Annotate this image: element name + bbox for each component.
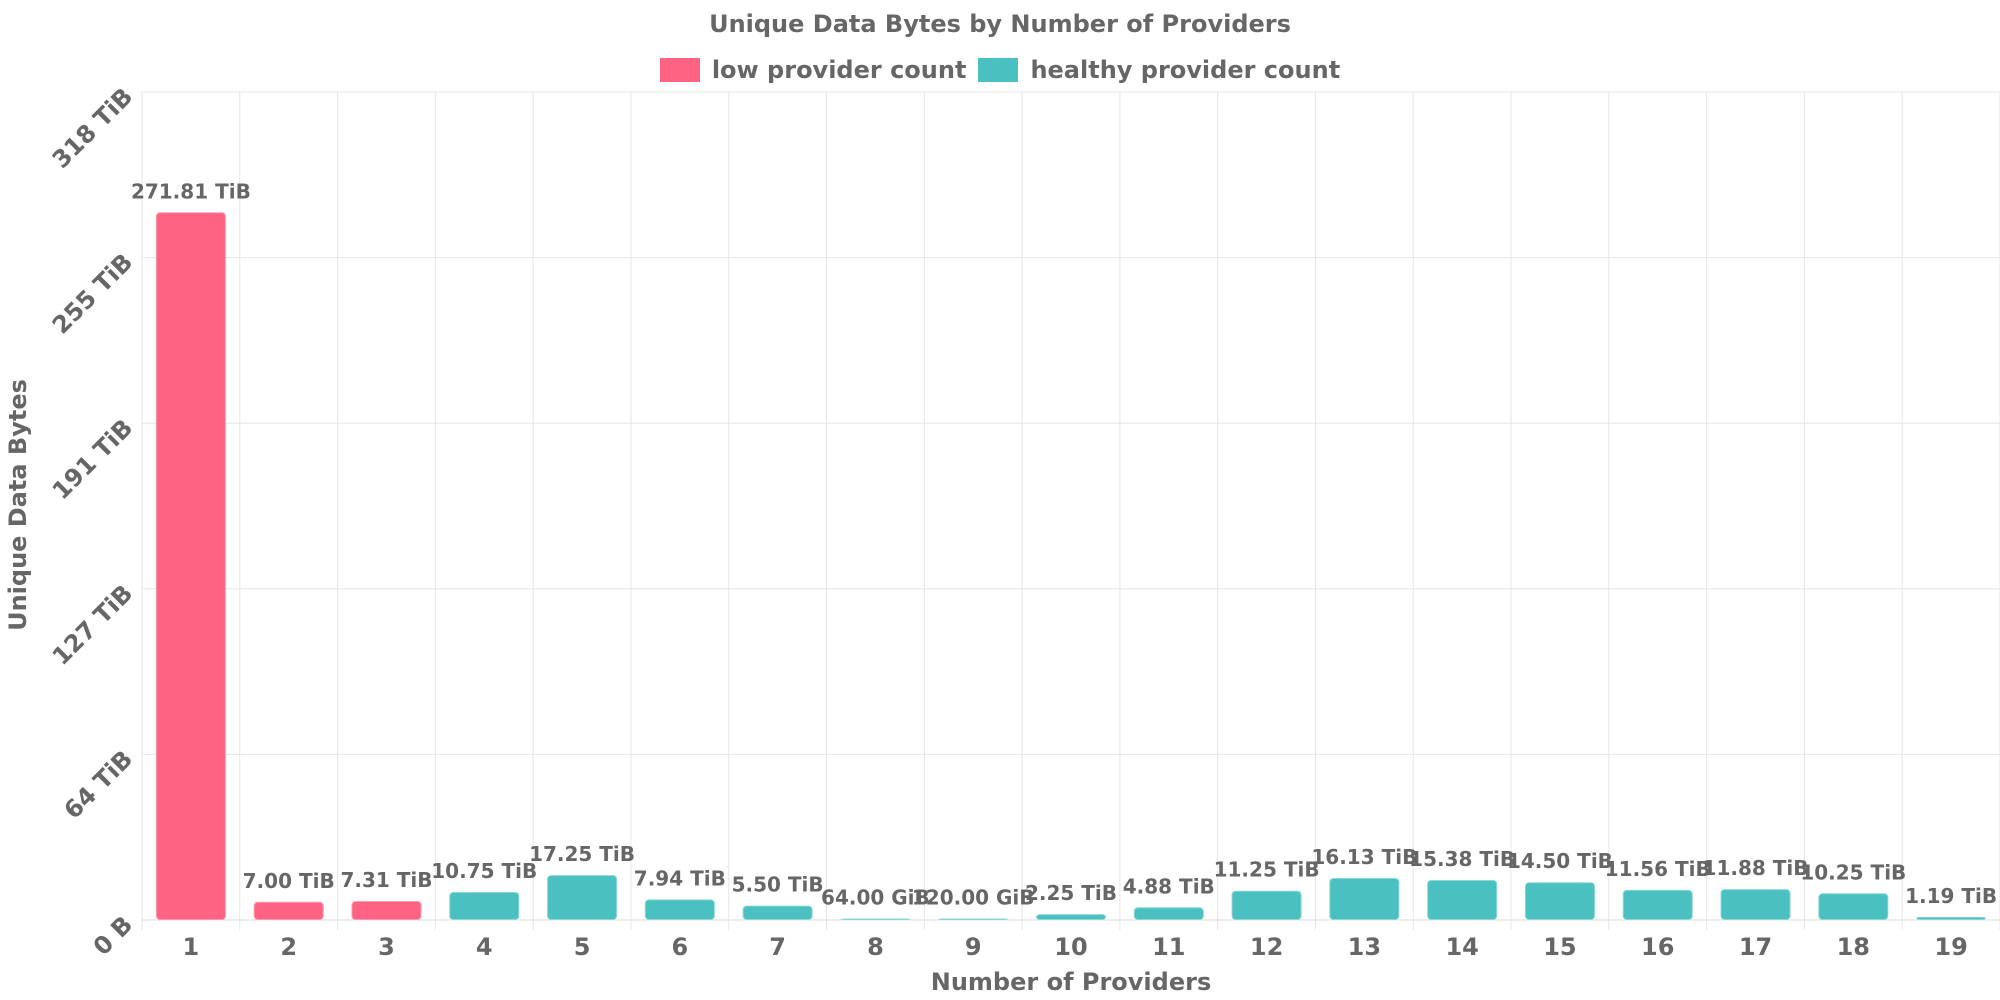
y-tick-label: 255 TiB	[47, 248, 138, 339]
x-tick-label-11: 11	[1152, 933, 1185, 961]
bar-2[interactable]	[252, 900, 325, 921]
x-tick-label-2: 2	[280, 933, 297, 961]
bar-16[interactable]	[1621, 888, 1694, 922]
bar-18[interactable]	[1817, 892, 1890, 922]
y-tick-label: 191 TiB	[47, 414, 138, 505]
data-label-16: 11.56 TiB	[1605, 857, 1711, 881]
bar-5[interactable]	[546, 874, 619, 921]
x-tick-label-8: 8	[867, 933, 884, 961]
data-label-10: 2.25 TiB	[1025, 881, 1117, 905]
y-tick-label: 127 TiB	[47, 579, 138, 670]
data-label-13: 16.13 TiB	[1311, 845, 1417, 869]
data-label-8: 64.00 GiB	[821, 886, 930, 910]
bar-14[interactable]	[1426, 878, 1499, 922]
x-tick-label-3: 3	[378, 933, 395, 961]
data-label-7: 5.50 TiB	[732, 873, 824, 897]
x-tick-label-18: 18	[1837, 933, 1870, 961]
legend-swatch-low	[659, 58, 700, 82]
data-label-14: 15.38 TiB	[1409, 847, 1515, 871]
x-tick-label-13: 13	[1348, 933, 1381, 961]
bar-11[interactable]	[1132, 906, 1205, 921]
data-label-9: 120.00 GiB	[912, 886, 1035, 910]
x-tick-label-14: 14	[1445, 933, 1478, 961]
bar-13[interactable]	[1328, 877, 1401, 922]
y-axis-ticks: 0 B 64 TiB 127 TiB 191 TiB 255 TiB 318 TiB	[47, 82, 138, 960]
y-tick-label: 0 B	[88, 910, 138, 960]
chart-title: Unique Data Bytes by Number of Providers	[709, 10, 1291, 38]
data-label-2: 7.00 TiB	[243, 869, 335, 893]
bar-6[interactable]	[643, 898, 716, 922]
data-label-19: 1.19 TiB	[1905, 884, 1997, 908]
x-tick-label-19: 19	[1934, 933, 1967, 961]
bar-15[interactable]	[1523, 881, 1596, 922]
bar-4[interactable]	[448, 891, 521, 922]
x-tick-label-15: 15	[1543, 933, 1576, 961]
legend-label-low: low provider count	[711, 56, 967, 84]
x-tick-label-9: 9	[965, 933, 982, 961]
data-label-11: 4.88 TiB	[1123, 874, 1215, 898]
bar-8[interactable]	[839, 917, 912, 921]
x-tick-label-17: 17	[1739, 933, 1772, 961]
x-axis-ticks: 1 2 3 4 5 6 7 8 9 10 11 12 13 14 15 16 17 18 19	[183, 933, 1968, 961]
y-tick-label: 318 TiB	[47, 82, 138, 173]
chart-legend: low provider count healthy provider coun…	[0, 56, 2000, 84]
bar-10[interactable]	[1035, 913, 1107, 921]
y-tick-label: 64 TiB	[59, 745, 139, 825]
data-label-4: 10.75 TiB	[431, 859, 537, 883]
x-tick-label-10: 10	[1054, 933, 1087, 961]
data-label-3: 7.31 TiB	[340, 868, 432, 892]
x-tick-label-16: 16	[1641, 933, 1674, 961]
bar-12[interactable]	[1230, 889, 1303, 921]
data-label-5: 17.25 TiB	[529, 842, 635, 866]
data-label-15: 14.50 TiB	[1507, 849, 1613, 873]
x-tick-label-5: 5	[574, 933, 591, 961]
legend-item-low-provider-count[interactable]: low provider count	[659, 56, 967, 84]
data-label-1: 271.81 TiB	[131, 179, 251, 203]
bar-19[interactable]	[1915, 915, 1988, 921]
bars-group	[154, 211, 1988, 922]
legend-swatch-healthy	[978, 58, 1019, 82]
bar-17[interactable]	[1719, 888, 1792, 922]
x-tick-label-6: 6	[671, 933, 688, 961]
x-axis-title: Number of Providers	[931, 968, 1211, 996]
data-label-12: 11.25 TiB	[1214, 858, 1320, 882]
bar-7[interactable]	[741, 904, 814, 922]
x-tick-label-4: 4	[476, 933, 493, 961]
x-tick-label-12: 12	[1250, 933, 1283, 961]
bar-3[interactable]	[350, 899, 423, 922]
data-label-6: 7.94 TiB	[634, 866, 726, 890]
bar-9[interactable]	[937, 917, 1010, 921]
data-label-17: 11.88 TiB	[1703, 856, 1809, 880]
data-label-18: 10.25 TiB	[1800, 860, 1906, 884]
grid-lines	[141, 91, 2000, 930]
legend-item-healthy-provider-count[interactable]: healthy provider count	[978, 56, 1340, 84]
bar-1[interactable]	[154, 211, 227, 921]
legend-label-healthy: healthy provider count	[1030, 56, 1341, 84]
y-axis-title: Unique Data Bytes	[4, 379, 32, 631]
x-tick-label-7: 7	[769, 933, 786, 961]
x-tick-label-1: 1	[183, 933, 200, 961]
